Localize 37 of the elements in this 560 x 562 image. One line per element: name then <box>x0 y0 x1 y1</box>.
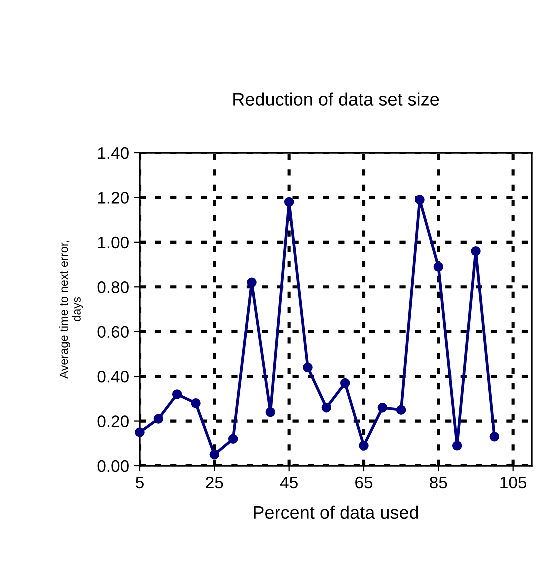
point <box>210 450 220 460</box>
point <box>396 405 406 415</box>
point <box>228 434 238 444</box>
point <box>154 414 164 424</box>
x-tick-label: 25 <box>206 476 224 489</box>
y-tick-label: 1.20 <box>98 192 129 204</box>
y-tick-label: 0.40 <box>98 370 129 383</box>
point <box>471 246 481 256</box>
x-tick-label: 65 <box>356 476 373 489</box>
x-tick-label: 45 <box>280 477 298 489</box>
y-axis-title: Average time to next error, days <box>60 241 84 379</box>
point <box>266 407 276 418</box>
x-axis-title: Percent of data used <box>254 506 418 520</box>
point <box>340 378 350 388</box>
x-tick-label: 105 <box>500 476 527 489</box>
chart-title: Reduction of data set size <box>234 92 440 106</box>
y-tick-label: 0.20 <box>98 416 129 428</box>
y-tick-label: 0.00 <box>98 460 129 472</box>
y-tick-label: 1.00 <box>98 236 129 249</box>
point <box>322 403 332 413</box>
point <box>172 390 182 400</box>
point <box>247 278 257 288</box>
x-tick-label: 85 <box>430 476 448 489</box>
point <box>135 428 145 438</box>
y-tick-label: 1.40 <box>98 147 129 160</box>
point <box>490 432 500 442</box>
x-tick-label: 5 <box>136 477 144 489</box>
point <box>434 262 444 272</box>
y-tick-label: 0.60 <box>98 326 129 338</box>
point <box>191 398 201 408</box>
point <box>378 403 388 413</box>
point <box>284 197 294 208</box>
point <box>452 441 462 451</box>
y-tick-label: 0.80 <box>98 282 129 294</box>
point <box>303 362 313 372</box>
point <box>415 195 425 205</box>
point <box>359 441 369 451</box>
